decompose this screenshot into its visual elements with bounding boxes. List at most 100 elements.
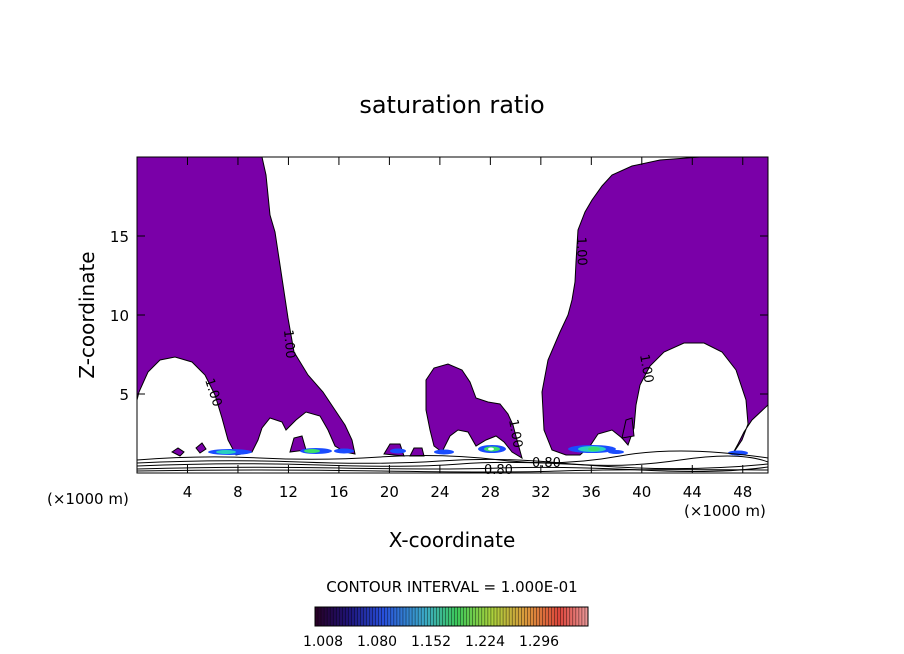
colorbar-swatch [387, 607, 392, 626]
saturated-region-right [541, 157, 768, 456]
colorbar-swatch [560, 607, 565, 626]
colorbar-swatch [360, 607, 364, 626]
x-tick-label: 8 [233, 483, 243, 501]
colorbar-swatch [354, 607, 358, 626]
colorbar-swatch [318, 607, 322, 626]
colorbar-swatch [345, 607, 349, 626]
colorbar-swatch [330, 607, 334, 626]
colorbar-swatch [339, 607, 343, 626]
colorbar-swatch [478, 607, 483, 626]
saturated-blob-1 [171, 447, 185, 457]
colorbar-swatch [518, 607, 522, 626]
y-tick-label: 5 [119, 386, 129, 404]
contour-label: 1.00 [280, 329, 297, 359]
colorbar-swatch [581, 607, 586, 626]
colorbar-tick-label: 1.224 [465, 634, 505, 650]
y-tick-label: 15 [110, 228, 129, 246]
saturated-region-center [425, 363, 523, 460]
colorbar-swatch [442, 607, 446, 626]
x-tick-label: 24 [430, 483, 449, 501]
x-tick-label: 48 [733, 483, 752, 501]
colorbar-swatch [569, 607, 574, 626]
contour-interval-text: CONTOUR INTERVAL = 1.000E-01 [326, 578, 577, 596]
colorbar-swatch [548, 607, 552, 626]
colorbar-swatch [506, 607, 510, 626]
colorbar-swatch [524, 607, 528, 626]
x-tick-label: 12 [279, 483, 298, 501]
colorbar-swatch [351, 607, 355, 626]
colorbar-swatch [384, 607, 389, 626]
colorbar-swatch [396, 607, 401, 626]
colorbar-tick-label: 1.008 [303, 634, 343, 650]
colorbar-swatch [572, 607, 577, 626]
colorbar-swatch [563, 607, 568, 626]
colorbar-swatch [539, 607, 543, 626]
colorbar-swatch [487, 607, 492, 626]
colorbar-swatch [369, 607, 373, 626]
colorbar-swatch [472, 607, 477, 626]
x-tick-label: 44 [683, 483, 702, 501]
colorbar-swatch [448, 607, 452, 626]
colorbar-swatch [578, 607, 583, 626]
colorbar-swatch [390, 607, 395, 626]
x-tick-label: 36 [582, 483, 601, 501]
colorbar-swatch [475, 607, 480, 626]
x-tick-label: 32 [531, 483, 550, 501]
y-axis-label: Z-coordinate [75, 251, 99, 378]
colorbar-swatch [315, 607, 319, 626]
saturated-region-left [137, 157, 356, 456]
colorbar-swatch [321, 607, 325, 626]
colorbar-tick-label: 1.080 [357, 634, 397, 650]
x-axis-label: X-coordinate [389, 528, 516, 552]
colorbar-swatch [469, 607, 474, 626]
colorbar-swatch [427, 607, 431, 626]
colorbar-swatch [418, 607, 422, 626]
colorbar-swatch [536, 607, 540, 626]
colorbar-swatch [521, 607, 525, 626]
colorbar-swatch [463, 607, 467, 626]
contour-label: 0.80 [484, 463, 513, 478]
colorbar-swatch [357, 607, 361, 626]
colorbar-swatch [530, 607, 534, 626]
colorbar-swatch [324, 607, 328, 626]
z-unit-label: (×1000 m) [47, 490, 129, 508]
colorbar-swatch [566, 607, 571, 626]
colorbar-swatch [515, 607, 519, 626]
colorbar-swatch [366, 607, 370, 626]
saturated-blob-6 [621, 417, 635, 439]
y-axis-ticks: 5 10 15 [110, 228, 768, 404]
y-tick-label: 10 [110, 307, 129, 325]
x-axis-ticks: 4 8 12 16 20 24 28 32 36 40 44 48 [183, 157, 752, 501]
saturated-blob-2 [195, 442, 207, 454]
colorbar-swatch [381, 607, 386, 626]
colorbar-swatch [554, 607, 558, 626]
x-unit-label: (×1000 m) [684, 502, 766, 520]
x-tick-label: 28 [481, 483, 500, 501]
colorbar-swatch [402, 607, 407, 626]
x-tick-label: 40 [632, 483, 651, 501]
colorbar-swatch [466, 607, 470, 626]
colorbar-swatch [584, 607, 589, 626]
colorbar-swatch [336, 607, 340, 626]
contour-label: 1.00 [636, 353, 656, 384]
colorbar-swatch [372, 607, 376, 626]
chart-title: saturation ratio [359, 91, 544, 119]
colorbar-swatch [533, 607, 537, 626]
contour-label: 0.80 [532, 456, 561, 471]
colorbar-swatch [481, 607, 486, 626]
colorbar-swatch [484, 607, 489, 626]
colorbar-swatch [575, 607, 580, 626]
colorbar-swatch [421, 607, 425, 626]
colorbar-tick-label: 1.296 [519, 634, 559, 650]
contour-label: 1.00 [505, 418, 525, 449]
colorbar-swatch [527, 607, 531, 626]
x-tick-label: 4 [183, 483, 193, 501]
saturated-blob-5 [409, 447, 425, 457]
colorbar-frame [314, 606, 589, 627]
colorbar-swatch [542, 607, 546, 626]
supersaturation-highlights [208, 445, 748, 456]
colorbar-swatch [512, 607, 516, 626]
x-tick-label: 16 [329, 483, 348, 501]
x-tick-label: 20 [380, 483, 399, 501]
